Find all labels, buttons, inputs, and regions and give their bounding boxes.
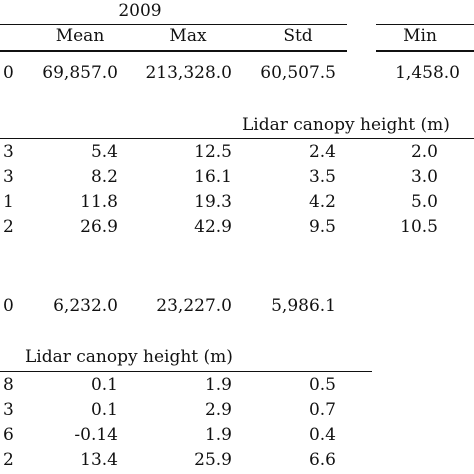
lidar-1-row-1-std: 2.4 xyxy=(308,142,336,162)
lidar-1-row-3-min: 5.0 xyxy=(410,192,438,212)
lidar-1-row-4-min: 10.5 xyxy=(400,217,438,237)
lidar-2-row-4-mean: 13.4 xyxy=(80,450,118,470)
lidar-2-row-3-max: 1.9 xyxy=(204,425,232,445)
lidar-2-row-4-lead: 2 xyxy=(3,450,14,470)
lidar-1-row-3-max: 19.3 xyxy=(194,192,232,212)
col-header-mean: Mean xyxy=(55,26,105,46)
lidar-1-row-3-lead: 1 xyxy=(3,192,14,212)
lidar-block-2-rule xyxy=(0,371,372,372)
row-mid-max: 23,227.0 xyxy=(156,296,232,316)
lidar-1-row-1-min: 2.0 xyxy=(410,142,438,162)
lidar-block-1-title: Lidar canopy height (m) xyxy=(242,115,450,135)
row-top-min: 1,458.0 xyxy=(395,63,460,83)
lidar-block-1-rule xyxy=(0,138,474,139)
lidar-2-row-2-max: 2.9 xyxy=(204,400,232,420)
lidar-1-row-2-max: 16.1 xyxy=(194,167,232,187)
header-rule-right xyxy=(376,50,474,52)
lidar-2-row-3-mean: -0.14 xyxy=(74,425,118,445)
lidar-1-row-2-mean: 8.2 xyxy=(90,167,118,187)
lidar-block-2-title: Lidar canopy height (m) xyxy=(25,347,233,367)
lidar-1-row-3-std: 4.2 xyxy=(308,192,336,212)
year-rule xyxy=(0,24,347,25)
lidar-1-row-4-std: 9.5 xyxy=(308,217,336,237)
lidar-1-row-1-max: 12.5 xyxy=(194,142,232,162)
col-header-max: Max xyxy=(169,26,207,46)
min-year-rule xyxy=(376,24,474,25)
lidar-2-row-2-lead: 3 xyxy=(3,400,14,420)
lidar-2-row-2-std: 0.7 xyxy=(308,400,336,420)
lidar-2-row-1-std: 0.5 xyxy=(308,375,336,395)
lidar-2-row-4-std: 6.6 xyxy=(308,450,336,470)
lidar-2-row-3-lead: 6 xyxy=(3,425,14,445)
row-mid-std: 5,986.1 xyxy=(271,296,336,316)
row-top-max: 213,328.0 xyxy=(145,63,232,83)
lidar-1-row-1-lead: 3 xyxy=(3,142,14,162)
row-mid-lead: 0 xyxy=(3,296,14,316)
lidar-2-row-2-mean: 0.1 xyxy=(90,400,118,420)
lidar-1-row-1-mean: 5.4 xyxy=(90,142,118,162)
lidar-2-row-1-max: 1.9 xyxy=(204,375,232,395)
row-top-mean: 69,857.0 xyxy=(42,63,118,83)
lidar-2-row-1-mean: 0.1 xyxy=(90,375,118,395)
row-mid-mean: 6,232.0 xyxy=(53,296,118,316)
lidar-1-row-4-max: 42.9 xyxy=(194,217,232,237)
header-rule xyxy=(0,50,347,52)
lidar-1-row-3-mean: 11.8 xyxy=(80,192,118,212)
lidar-1-row-4-mean: 26.9 xyxy=(80,217,118,237)
year-header: 2009 xyxy=(118,1,162,21)
lidar-1-row-2-lead: 3 xyxy=(3,167,14,187)
lidar-1-row-4-lead: 2 xyxy=(3,217,14,237)
col-header-min: Min xyxy=(403,26,437,46)
lidar-2-row-4-max: 25.9 xyxy=(194,450,232,470)
lidar-2-row-3-std: 0.4 xyxy=(308,425,336,445)
lidar-2-row-1-lead: 8 xyxy=(3,375,14,395)
lidar-1-row-2-std: 3.5 xyxy=(308,167,336,187)
col-header-std: Std xyxy=(283,26,313,46)
row-top-lead: 0 xyxy=(3,63,14,83)
lidar-1-row-2-min: 3.0 xyxy=(410,167,438,187)
row-top-std: 60,507.5 xyxy=(260,63,336,83)
